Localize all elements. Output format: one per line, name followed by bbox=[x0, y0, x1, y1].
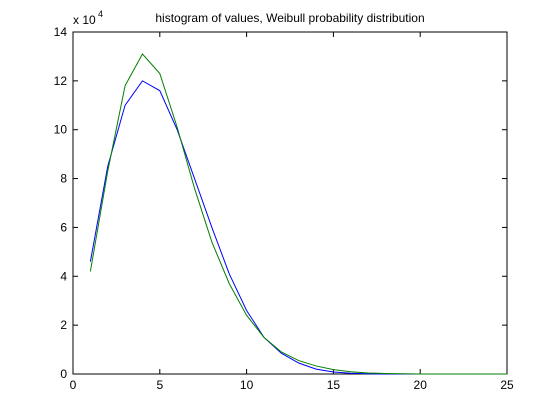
series-line-green bbox=[89, 53, 507, 375]
y-tick-label: 8 bbox=[60, 172, 67, 186]
y-tick-label: 10 bbox=[54, 123, 68, 137]
series-layer bbox=[89, 53, 507, 375]
y-tick-label: 4 bbox=[60, 269, 67, 283]
y-tick-label: 0 bbox=[60, 367, 67, 381]
y-tick-label: 12 bbox=[54, 74, 68, 88]
plot-area bbox=[72, 31, 508, 375]
y-tick-label: 6 bbox=[60, 220, 67, 234]
x-tick-label: 0 bbox=[70, 378, 77, 392]
y-axis-ticks: 0 2 4 6 8 10 12 14 bbox=[54, 25, 507, 381]
y-multiplier-exponent: 4 bbox=[98, 9, 103, 19]
y-multiplier-label: x 10 bbox=[73, 13, 96, 27]
x-tick-label: 25 bbox=[500, 378, 514, 392]
x-axis-ticks: 0 5 10 15 20 25 bbox=[70, 32, 514, 392]
x-tick-label: 20 bbox=[414, 378, 428, 392]
y-tick-label: 14 bbox=[54, 25, 68, 39]
x-tick-label: 5 bbox=[156, 378, 163, 392]
chart-title: histogram of values, Weibull probability… bbox=[155, 11, 424, 25]
y-tick-label: 2 bbox=[60, 318, 67, 332]
x-tick-label: 10 bbox=[240, 378, 254, 392]
x-tick-label: 15 bbox=[327, 378, 341, 392]
